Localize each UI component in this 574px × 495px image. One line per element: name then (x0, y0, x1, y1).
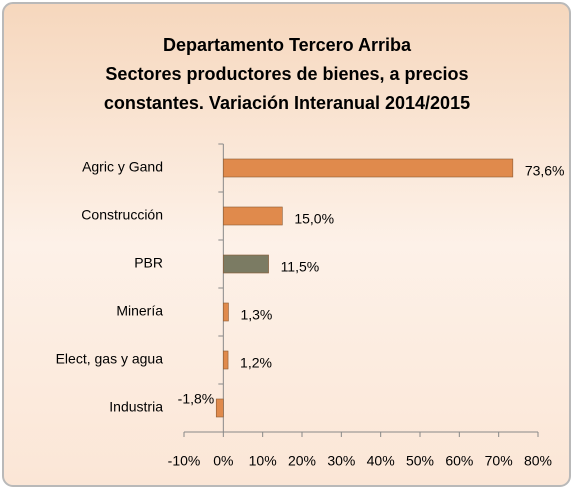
x-tick-label: 20% (288, 453, 316, 469)
value-label: 11,5% (281, 259, 320, 275)
x-tick-label: 80% (524, 453, 552, 469)
x-tick-label: 50% (406, 453, 434, 469)
y-tick-label: Elect, gas y agua (56, 351, 164, 367)
bar (223, 350, 229, 370)
title-line: constantes. Variación Interanual 2014/20… (104, 93, 470, 113)
bar (223, 302, 229, 322)
x-tick-label: 10% (249, 453, 277, 469)
title-line: Sectores productores de bienes, a precio… (105, 64, 468, 84)
bar (223, 158, 514, 178)
y-tick-label: Minería (116, 303, 163, 319)
value-label: 15,0% (294, 211, 334, 227)
panel (2, 2, 571, 487)
x-tick-label: 30% (327, 453, 355, 469)
x-tick-label: 40% (367, 453, 395, 469)
value-label: 1,3% (240, 307, 272, 323)
bar (223, 206, 283, 226)
y-tick-label: Industria (109, 399, 163, 415)
value-label: -1,8% (178, 391, 215, 407)
x-tick-label: -10% (168, 453, 201, 469)
x-tick-label: 60% (445, 453, 473, 469)
x-tick-label: 70% (485, 453, 513, 469)
y-tick-label: PBR (134, 255, 163, 271)
value-label: 73,6% (525, 163, 565, 179)
y-tick-label: Construcción (81, 207, 163, 223)
value-label: 1,2% (240, 355, 272, 371)
bar (223, 254, 269, 274)
bar (215, 398, 224, 418)
title-line: Departamento Tercero Arriba (163, 35, 412, 55)
y-tick-label: Agric y Gand (82, 159, 163, 175)
x-tick-label: 0% (213, 453, 233, 469)
